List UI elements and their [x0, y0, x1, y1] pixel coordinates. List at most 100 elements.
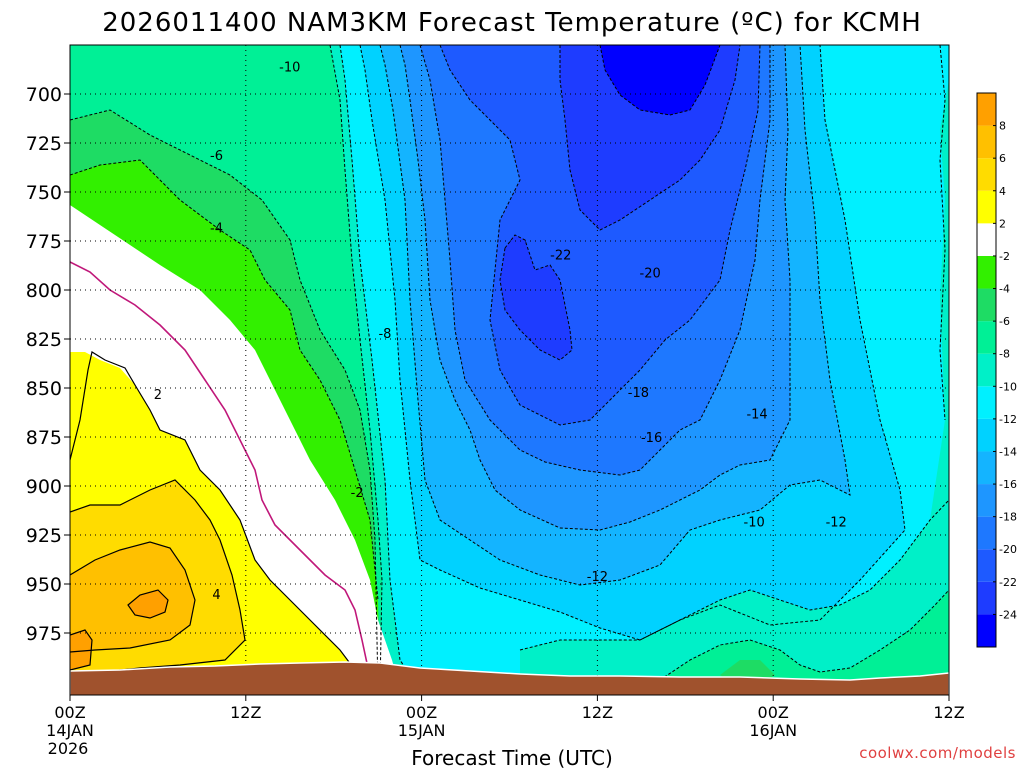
y-axis: 700 725 750 775 800 825 850 875 900 925 950 975 — [26, 84, 70, 645]
grid-lines — [70, 45, 949, 695]
band-minus8-lowlevel — [660, 590, 949, 690]
contour-plus2 — [70, 351, 371, 691]
contour-label: 2 — [154, 388, 162, 403]
band-plus6-to-plus8 — [70, 542, 195, 652]
contour-label: -2 — [351, 486, 364, 501]
y-tick-label: 900 — [26, 476, 62, 498]
color-scale-swatch — [977, 158, 996, 191]
color-scale-swatch — [977, 581, 996, 615]
contour-plus6 — [70, 541, 196, 653]
y-tick-label: 750 — [26, 182, 62, 204]
x-tick-label: 12Z — [933, 703, 964, 722]
x-tick-label: 00Z — [758, 703, 789, 722]
color-scale-label: 4 — [999, 185, 1006, 198]
y-tick-label: 975 — [26, 623, 62, 645]
color-scale-label: -6 — [999, 315, 1010, 328]
color-scale-swatch — [977, 484, 996, 517]
color-scale-label: 6 — [999, 152, 1006, 165]
contour-label: -12 — [587, 570, 608, 585]
contour-plus8-sfc — [70, 629, 93, 671]
color-scale-swatch — [977, 516, 996, 550]
positive-contours — [70, 351, 371, 691]
color-scale-swatch — [977, 418, 996, 452]
color-scale-swatch — [977, 549, 996, 582]
color-scale-label: -14 — [999, 445, 1017, 458]
contour-label: -10 — [744, 515, 765, 530]
color-scale-swatch — [977, 125, 996, 159]
contour-label: -14 — [746, 407, 767, 422]
contour-label: -22 — [550, 249, 571, 264]
contour-minus20 — [439, 45, 761, 426]
contour-label: -4 — [210, 221, 223, 236]
contour-plus8 — [127, 589, 169, 619]
y-tick-label: 725 — [26, 133, 62, 155]
terrain-ground — [70, 661, 949, 695]
band-minus10-lowlevel — [520, 500, 949, 690]
x-tick-date: 15JAN — [398, 721, 446, 740]
contour-minus10 — [339, 45, 421, 691]
contour-label: -16 — [641, 431, 662, 446]
contour-label: -20 — [640, 266, 661, 281]
color-scale-swatch — [977, 190, 996, 224]
color-scale-swatch — [977, 386, 996, 419]
color-scale-swatch — [977, 614, 996, 647]
y-tick-label: 825 — [26, 329, 62, 351]
contour-minus26 — [599, 45, 721, 116]
x-tick-label: 12Z — [582, 703, 613, 722]
negative-contours — [70, 45, 949, 691]
color-scale-label: -16 — [999, 478, 1017, 491]
y-tick-label: 700 — [26, 84, 62, 106]
contour-label: -8 — [378, 327, 391, 342]
contour-minus16 — [399, 45, 791, 531]
x-axis-title: Forecast Time (UTC) — [411, 746, 613, 768]
x-tick-label: 12Z — [230, 703, 261, 722]
contour-plus4 — [70, 479, 246, 676]
x-tick-date: 14JAN — [46, 721, 94, 740]
color-scale-frame — [976, 92, 997, 648]
chart-title: 2026011400 NAM3KM Forecast Temperature (… — [102, 8, 922, 38]
y-tick-label: 775 — [26, 231, 62, 253]
color-scale-label: -20 — [999, 543, 1017, 556]
color-scale-label: 2 — [999, 217, 1006, 230]
contour-label: -6 — [210, 149, 223, 164]
plot-area: -10 -6 -4 -8 2 -2 4 -22 -20 -18 -16 -14 -12 -10 -12 — [70, 45, 949, 695]
band-minus24-to-minus22 — [500, 235, 572, 360]
color-scale-swatch — [977, 451, 996, 485]
contour-minus8-low — [659, 589, 949, 681]
x-tick-date: 16JAN — [749, 721, 797, 740]
contour-labels: -10 -6 -4 -8 2 -2 4 -22 -20 -18 -16 -14 -12 -10 -12 — [154, 61, 847, 603]
color-scale-label: -10 — [999, 380, 1017, 393]
contour-minus10-low — [519, 499, 949, 651]
color-scale-swatch — [977, 93, 996, 126]
credit-text: coolwx.com/models — [859, 744, 1016, 762]
x-tick-label: 00Z — [406, 703, 437, 722]
freezing-line-0C — [70, 261, 369, 669]
color-scale-label: -22 — [999, 576, 1017, 589]
color-scale-label: -8 — [999, 348, 1010, 361]
color-scale-label: 8 — [999, 120, 1006, 133]
x-tick-label: 00Z — [54, 703, 85, 722]
x-tick-year: 2026 — [48, 739, 89, 758]
contour-label: 4 — [212, 588, 220, 603]
contour-minus22 — [499, 234, 573, 361]
y-tick-label: 925 — [26, 525, 62, 547]
contour-minus12-right — [939, 45, 946, 421]
contour-label: -10 — [279, 61, 300, 76]
contour-minus12 — [359, 45, 906, 641]
color-scale-label: -24 — [999, 608, 1017, 621]
color-scale-swatch — [977, 288, 996, 322]
color-scale-label: -18 — [999, 511, 1017, 524]
contour-label: -18 — [628, 386, 649, 401]
contour-label: -12 — [826, 515, 847, 530]
color-scale-swatch — [977, 353, 996, 387]
contour-minus18 — [419, 45, 771, 476]
color-scale-swatch — [977, 321, 996, 354]
contour-minus6 — [70, 109, 379, 691]
color-scale-swatch — [977, 223, 996, 256]
band-plus8-to-plus10-sfc — [70, 630, 92, 670]
color-scale-label: -4 — [999, 283, 1010, 296]
plot-frame — [69, 44, 950, 696]
y-tick-label: 850 — [26, 378, 62, 400]
